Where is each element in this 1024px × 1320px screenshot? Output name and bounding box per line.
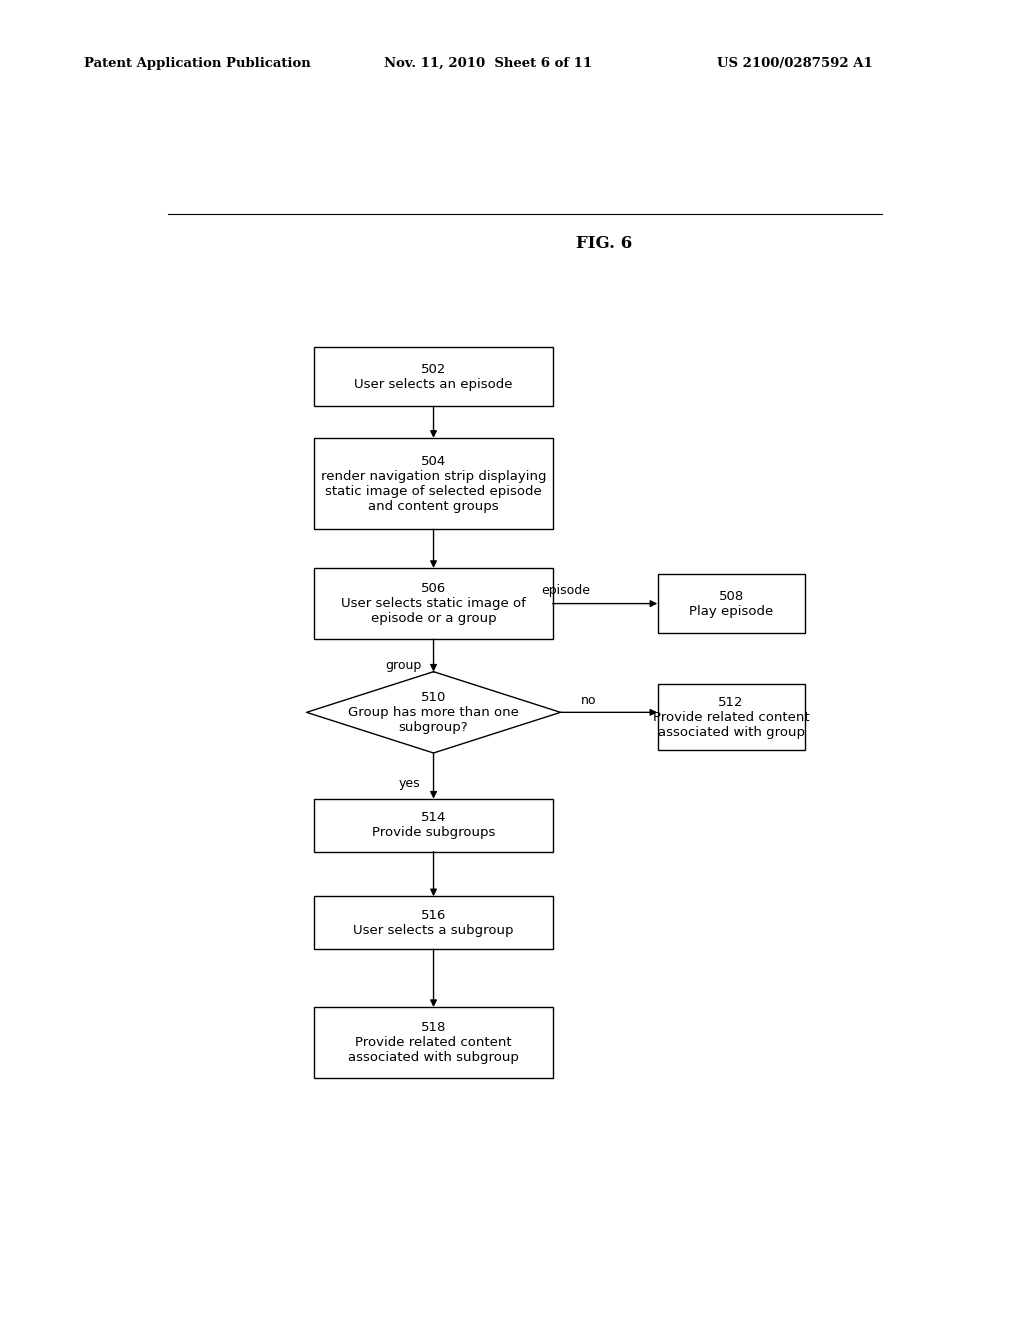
Text: yes: yes — [399, 777, 421, 791]
FancyBboxPatch shape — [314, 568, 553, 639]
Text: 512
Provide related content
associated with group: 512 Provide related content associated w… — [653, 696, 809, 739]
Text: 504
render navigation strip displaying
static image of selected episode
and cont: 504 render navigation strip displaying s… — [321, 454, 546, 512]
Text: group: group — [385, 659, 422, 672]
Text: US 2100/0287592 A1: US 2100/0287592 A1 — [717, 57, 872, 70]
FancyBboxPatch shape — [657, 684, 805, 751]
Text: Nov. 11, 2010  Sheet 6 of 11: Nov. 11, 2010 Sheet 6 of 11 — [384, 57, 592, 70]
Text: FIG. 6: FIG. 6 — [577, 235, 632, 252]
Text: 516
User selects a subgroup: 516 User selects a subgroup — [353, 908, 514, 937]
Text: 510
Group has more than one
subgroup?: 510 Group has more than one subgroup? — [348, 690, 519, 734]
FancyBboxPatch shape — [314, 799, 553, 851]
Text: episode: episode — [541, 583, 590, 597]
Text: 518
Provide related content
associated with subgroup: 518 Provide related content associated w… — [348, 1022, 519, 1064]
Text: 508
Play episode: 508 Play episode — [689, 590, 773, 618]
FancyBboxPatch shape — [314, 347, 553, 407]
FancyBboxPatch shape — [657, 574, 805, 634]
FancyBboxPatch shape — [314, 1007, 553, 1078]
Text: 502
User selects an episode: 502 User selects an episode — [354, 363, 513, 391]
Text: 514
Provide subgroups: 514 Provide subgroups — [372, 812, 496, 840]
Text: Patent Application Publication: Patent Application Publication — [84, 57, 310, 70]
FancyBboxPatch shape — [314, 438, 553, 529]
FancyBboxPatch shape — [314, 896, 553, 949]
Text: no: no — [582, 693, 597, 706]
Polygon shape — [306, 672, 560, 752]
Text: 506
User selects static image of
episode or a group: 506 User selects static image of episode… — [341, 582, 526, 626]
